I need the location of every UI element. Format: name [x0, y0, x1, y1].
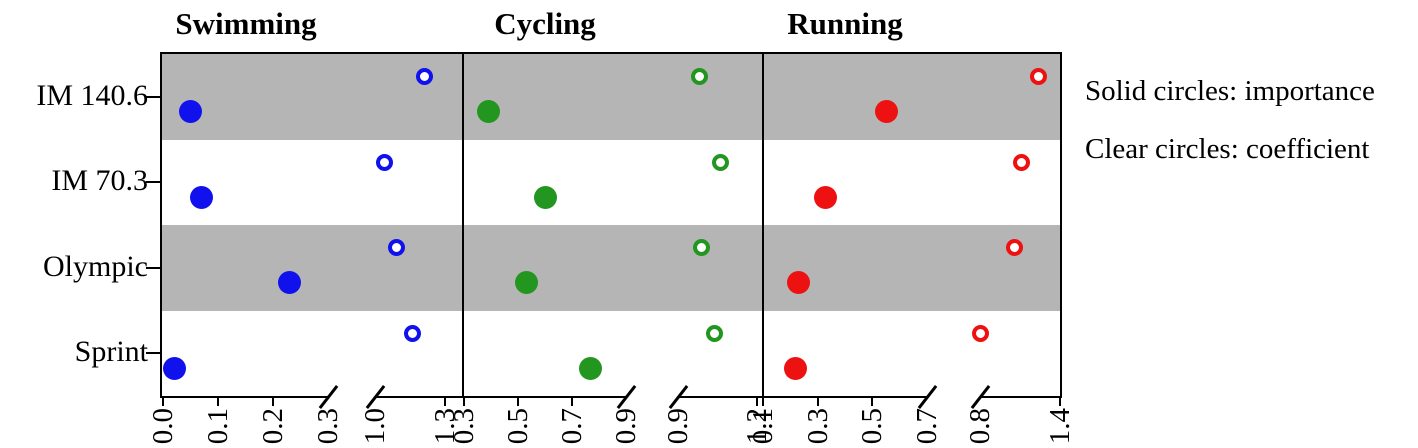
- panel-divider: [762, 52, 764, 398]
- y-axis-tick: [146, 95, 160, 98]
- data-point-open-running: [1030, 68, 1048, 86]
- data-point-open-cycling: [711, 153, 729, 171]
- y-axis-tick: [146, 352, 160, 355]
- y-axis-label: IM 70.3: [51, 164, 148, 198]
- data-point-open-swimming: [387, 239, 405, 257]
- data-point-solid-running: [814, 185, 838, 209]
- x-axis-tick: [444, 398, 446, 406]
- x-tick-label: 0.7: [556, 408, 588, 445]
- plot-top-border: [160, 52, 1062, 54]
- x-axis-tick: [272, 398, 274, 406]
- x-axis-line: [980, 396, 1062, 398]
- data-point-solid-swimming: [179, 100, 202, 124]
- x-axis-line: [763, 396, 927, 398]
- data-point-open-swimming: [375, 153, 393, 171]
- x-tick-label: 0.8: [964, 408, 996, 445]
- data-point-solid-cycling: [476, 100, 500, 124]
- panel-divider: [462, 52, 464, 398]
- category-band: [160, 225, 1062, 311]
- y-axis-label: Olympic: [43, 249, 148, 283]
- data-point-open-cycling: [693, 239, 711, 257]
- x-tick-label: 0.9: [610, 408, 642, 445]
- data-point-solid-running: [784, 356, 808, 380]
- x-tick-label: 0.9: [662, 408, 694, 445]
- x-tick-label: 0.0: [147, 408, 179, 445]
- data-point-solid-running: [787, 271, 811, 295]
- y-axis-tick: [146, 266, 160, 269]
- x-tick-label: 0.1: [747, 408, 779, 445]
- data-point-solid-swimming: [278, 271, 301, 295]
- x-axis-tick: [463, 398, 465, 406]
- x-tick-label: 1.4: [1044, 408, 1076, 445]
- data-point-open-swimming: [403, 324, 421, 342]
- x-tick-label: 0.3: [312, 408, 344, 445]
- x-axis-tick: [1059, 398, 1061, 406]
- data-point-open-running: [1006, 239, 1024, 257]
- x-tick-label: 0.5: [856, 408, 889, 445]
- y-axis-label: IM 140.6: [36, 78, 148, 112]
- panel-title-cycling: Cycling: [494, 6, 596, 41]
- data-point-solid-swimming: [190, 185, 213, 209]
- data-point-solid-running: [874, 100, 898, 124]
- data-point-solid-cycling: [579, 356, 603, 380]
- legend-clear-circles-label: Clear circles: coefficient: [1085, 133, 1370, 165]
- data-point-open-running: [971, 324, 989, 342]
- x-axis-line: [375, 396, 463, 398]
- x-axis-line: [160, 396, 328, 398]
- panel-title-swimming: Swimming: [175, 6, 317, 41]
- data-point-open-running: [1012, 153, 1030, 171]
- y-axis-tick: [146, 181, 160, 184]
- plot-right-border: [1060, 52, 1062, 398]
- x-tick-label: 0.3: [801, 408, 834, 445]
- legend-solid-circles-label: Solid circles: importance: [1085, 75, 1375, 107]
- data-point-solid-cycling: [514, 271, 538, 295]
- data-point-solid-swimming: [162, 356, 186, 380]
- x-tick-label: 1.0: [359, 408, 391, 445]
- x-tick-label: 0.5: [502, 408, 534, 445]
- x-axis-tick: [762, 398, 764, 406]
- x-axis-tick: [756, 398, 758, 406]
- data-point-open-swimming: [415, 68, 433, 86]
- panel-title-running: Running: [787, 6, 903, 41]
- x-axis-tick: [816, 398, 819, 406]
- category-band: [160, 54, 1062, 140]
- x-axis-tick: [162, 398, 164, 406]
- x-axis-tick: [871, 398, 874, 406]
- plot-left-border: [160, 52, 162, 398]
- x-axis-line: [678, 396, 763, 398]
- x-tick-label: 0.1: [202, 408, 234, 445]
- x-axis-tick: [517, 398, 519, 406]
- x-tick-label: 0.2: [257, 408, 289, 445]
- y-axis-label: Sprint: [74, 335, 148, 369]
- x-axis-tick: [217, 398, 219, 406]
- data-point-open-cycling: [690, 68, 708, 86]
- x-axis-tick: [571, 398, 573, 406]
- data-point-solid-cycling: [533, 185, 557, 209]
- x-axis-line: [463, 396, 626, 398]
- data-point-open-cycling: [706, 324, 724, 342]
- x-tick-label: 0.3: [448, 408, 480, 445]
- x-tick-label: 0.7: [911, 408, 943, 445]
